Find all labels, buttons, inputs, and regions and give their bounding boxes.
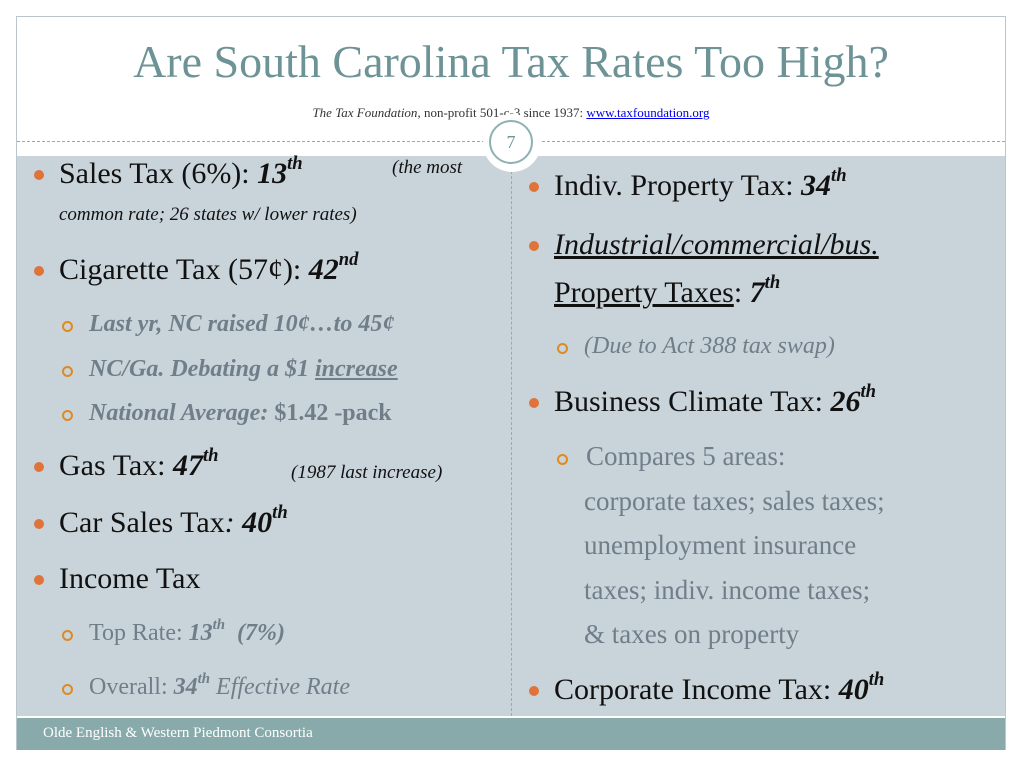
sub-bullet-icon	[62, 321, 73, 332]
indiv-property-rank: 34	[801, 169, 832, 202]
cig-sub-debating-text: NC/Ga. Debating a $1	[89, 356, 316, 382]
industrial-property-line1: Industrial/commercial/bus.	[554, 228, 879, 261]
cig-sub-national-value: $1.42 -pack	[268, 400, 392, 426]
subtitle-desc: , non-profit 501-c-3 since 1937:	[417, 105, 587, 120]
corporate-income-rank: 40	[838, 673, 869, 706]
sub-bullet-icon	[62, 630, 73, 641]
cig-sub-national-label: National Average:	[89, 400, 269, 426]
industrial-property-rank: 7	[749, 276, 765, 309]
car-sales-tax-rank: 40	[242, 506, 273, 539]
income-overall-suffix: th	[197, 670, 211, 687]
sales-tax-item: Sales Tax (6%): 13th (the most	[59, 154, 462, 191]
subtitle-org: The Tax Foundation	[312, 105, 418, 120]
sub-bullet-icon	[557, 343, 568, 354]
business-climate-suffix: th	[860, 381, 877, 403]
bullet-icon	[34, 266, 44, 276]
income-overall-rank: 34	[173, 674, 198, 700]
compares-line-3: unemployment insurance	[584, 530, 857, 560]
car-sales-tax-label: Car Sales Tax	[59, 506, 225, 539]
cigarette-tax-item: Cigarette Tax (57¢): 42nd	[59, 250, 358, 287]
corporate-income-item: Corporate Income Tax: 40th	[554, 670, 884, 707]
sub-bullet-icon	[62, 366, 73, 377]
income-tax-item: Income Tax	[59, 562, 201, 595]
cig-sub-debating: NC/Ga. Debating a $1 increase	[89, 356, 398, 383]
income-top-rate-extra: (7%)	[237, 620, 286, 646]
business-climate-rank: 26	[830, 385, 861, 418]
business-climate-label: Business Climate Tax:	[554, 385, 831, 418]
income-overall: Overall: 34th Effective Rate	[89, 670, 350, 701]
bullet-icon	[529, 241, 539, 251]
industrial-property-line2: Property Taxes: 7th	[554, 273, 780, 310]
footer-text: Olde English & Western Piedmont Consorti…	[43, 725, 313, 741]
bullet-icon	[34, 519, 44, 529]
income-top-rate-suffix: th	[212, 616, 226, 633]
sub-bullet-icon	[62, 684, 73, 695]
sales-tax-note-cont: common rate; 26 states w/ lower rates)	[59, 204, 357, 225]
car-sales-tax-item: Car Sales Tax: 40th	[59, 503, 288, 540]
indiv-property-label: Indiv. Property Tax:	[554, 169, 802, 202]
income-top-rate-rank: 13	[188, 620, 213, 646]
cig-sub-national: National Average: $1.42 -pack	[89, 400, 392, 427]
slide-title: Are South Carolina Tax Rates Too High?	[133, 36, 889, 87]
cig-sub-increase: increase	[315, 356, 398, 382]
bullet-icon	[34, 170, 44, 180]
car-sales-tax-suffix: th	[272, 502, 288, 524]
income-overall-label: Overall:	[89, 674, 174, 700]
bullet-icon	[34, 462, 44, 472]
gas-tax-suffix: th	[203, 445, 219, 467]
compares-line-2: corporate taxes; sales taxes;	[584, 486, 885, 516]
business-climate-item: Business Climate Tax: 26th	[554, 382, 876, 419]
sub-bullet-icon	[557, 454, 568, 465]
bullet-icon	[529, 398, 539, 408]
slide-footer: Olde English & Western Piedmont Consorti…	[17, 718, 1005, 750]
bullet-icon	[34, 575, 44, 585]
industrial-property-suffix: th	[764, 272, 781, 294]
sales-tax-rank: 13	[257, 157, 288, 190]
sales-tax-label: Sales Tax (6%):	[59, 157, 258, 190]
slide-number: 7	[489, 120, 533, 164]
corporate-income-suffix: th	[868, 669, 885, 691]
industrial-property-label: Property Taxes	[554, 276, 734, 309]
gas-tax-rank: 47	[173, 449, 203, 482]
corporate-income-label: Corporate Income Tax:	[554, 673, 839, 706]
cigarette-tax-suffix: nd	[338, 249, 359, 271]
indiv-property-item: Indiv. Property Tax: 34th	[554, 166, 847, 203]
sub-bullet-icon	[62, 410, 73, 421]
income-overall-extra: Effective Rate	[210, 674, 350, 700]
act-388-note: (Due to Act 388 tax swap)	[584, 333, 835, 359]
cigarette-tax-rank: 42	[308, 253, 339, 286]
income-top-rate-label: Top Rate:	[89, 620, 189, 646]
compares-line-1: Compares 5 areas:	[586, 441, 786, 471]
gas-tax-item: Gas Tax: 47th	[59, 446, 219, 483]
indiv-property-suffix: th	[831, 165, 847, 187]
compares-line-4: taxes; indiv. income taxes;	[584, 575, 871, 605]
sales-tax-suffix: th	[287, 153, 303, 175]
compares-line-5: & taxes on property	[584, 619, 800, 649]
bullet-icon	[529, 182, 539, 192]
gas-tax-label: Gas Tax:	[59, 449, 173, 482]
cigarette-tax-label: Cigarette Tax (57¢):	[59, 253, 309, 286]
bullet-icon	[529, 686, 539, 696]
sales-tax-note: (the most	[392, 157, 463, 178]
taxfoundation-link[interactable]: www.taxfoundation.org	[586, 105, 710, 120]
income-top-rate: Top Rate: 13th (7%)	[89, 616, 286, 647]
gas-tax-note: (1987 last increase)	[291, 462, 443, 483]
slide-subtitle: The Tax Foundation, non-profit 501-c-3 s…	[17, 105, 1005, 121]
car-sales-tax-colon: :	[224, 506, 243, 539]
industrial-property-colon: :	[733, 276, 750, 309]
cig-sub-nc-raised: Last yr, NC raised 10¢…to 45¢	[89, 311, 395, 337]
column-divider	[511, 156, 512, 716]
